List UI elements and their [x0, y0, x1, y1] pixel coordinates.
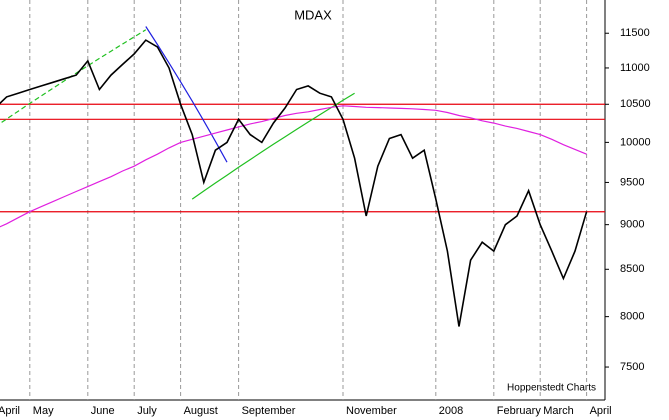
y-tick-label: 11000	[620, 62, 650, 74]
y-tick-label: 8000	[620, 311, 644, 323]
y-tick-label: 10500	[620, 98, 651, 110]
x-tick-label: February	[497, 405, 542, 417]
x-tick-label: July	[137, 405, 157, 417]
x-tick-label: May	[33, 405, 54, 417]
series-line	[191, 92, 355, 200]
y-tick-label: 10000	[620, 136, 651, 148]
x-tick-label: April	[590, 405, 612, 417]
y-tick-label: 7500	[620, 361, 644, 373]
series-line	[145, 26, 228, 163]
chart-title: MDAX	[294, 7, 332, 22]
y-tick-label: 9500	[620, 176, 644, 188]
y-tick-label: 9000	[620, 219, 644, 231]
y-tick-label: 11500	[620, 27, 650, 39]
y-tick-label: 8500	[620, 263, 644, 275]
x-tick-label: April	[0, 405, 20, 417]
x-tick-label: November	[346, 405, 397, 417]
x-tick-label: March	[543, 405, 574, 417]
source-note: Hoppenstedt Charts	[507, 383, 596, 394]
x-tick-label: 2008	[439, 405, 463, 417]
x-tick-label: June	[91, 405, 115, 417]
series-line	[0, 105, 587, 228]
x-tick-label: August	[184, 405, 218, 417]
x-tick-label: September	[242, 405, 296, 417]
series-line	[0, 39, 588, 327]
